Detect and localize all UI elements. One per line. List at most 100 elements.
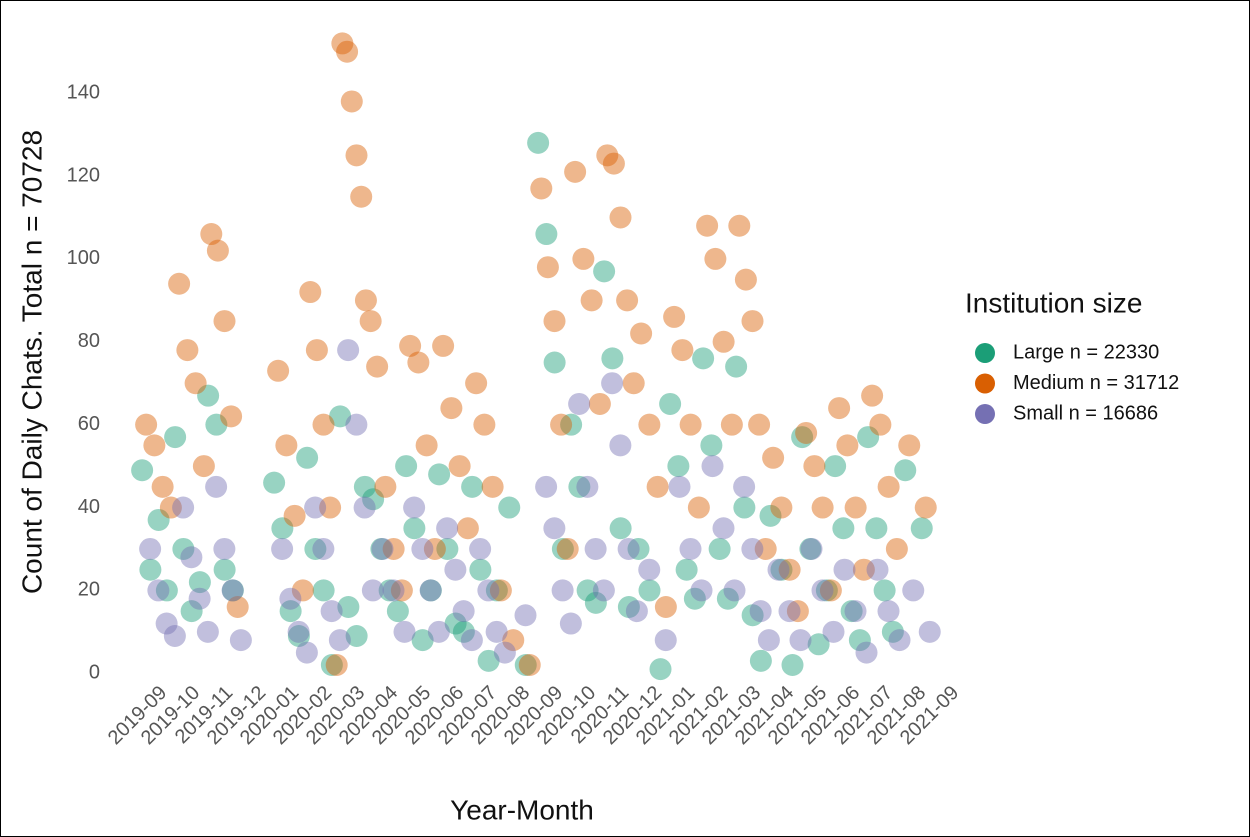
point	[378, 579, 401, 602]
point	[188, 587, 211, 610]
point	[560, 413, 583, 436]
point	[444, 612, 467, 635]
point	[654, 629, 677, 652]
point	[477, 649, 500, 672]
point	[370, 537, 393, 560]
point	[200, 223, 223, 246]
point	[720, 413, 743, 436]
point	[759, 504, 782, 527]
point	[638, 558, 661, 581]
point	[749, 600, 772, 623]
point	[748, 413, 771, 436]
point	[220, 405, 243, 428]
point	[213, 310, 236, 333]
point	[733, 475, 756, 498]
point	[671, 339, 694, 362]
point	[819, 579, 842, 602]
point	[881, 620, 904, 643]
point	[415, 434, 438, 457]
point	[354, 289, 377, 312]
point	[833, 558, 856, 581]
point	[690, 579, 713, 602]
y-tick-label: 60	[78, 413, 100, 435]
point	[723, 579, 746, 602]
point	[734, 268, 757, 291]
point	[638, 413, 661, 436]
point	[489, 579, 512, 602]
point	[910, 517, 933, 540]
point	[712, 517, 735, 540]
point	[176, 339, 199, 362]
point	[568, 392, 591, 415]
point	[159, 496, 182, 519]
point	[205, 413, 228, 436]
point	[543, 517, 566, 540]
point	[712, 330, 735, 353]
legend-title: Institution size	[965, 287, 1142, 318]
point	[498, 496, 521, 519]
point	[465, 372, 488, 395]
point	[345, 624, 368, 647]
point	[716, 587, 739, 610]
point	[399, 334, 422, 357]
point	[762, 446, 785, 469]
point	[667, 455, 690, 478]
point	[866, 558, 889, 581]
point	[692, 347, 715, 370]
point	[172, 537, 195, 560]
point	[452, 620, 475, 643]
point	[622, 372, 645, 395]
point	[535, 223, 558, 246]
point	[172, 496, 195, 519]
point	[197, 384, 220, 407]
point	[403, 496, 426, 519]
point	[514, 653, 537, 676]
point	[320, 600, 343, 623]
point	[754, 537, 777, 560]
point	[312, 537, 335, 560]
y-tick-label: 120	[67, 164, 100, 186]
point	[312, 579, 335, 602]
point	[340, 90, 363, 113]
point	[382, 537, 405, 560]
point	[275, 434, 298, 457]
point	[353, 496, 376, 519]
point	[869, 413, 892, 436]
point	[668, 475, 691, 498]
point	[584, 591, 607, 614]
point	[914, 496, 937, 519]
point	[836, 434, 859, 457]
point	[305, 339, 328, 362]
point	[518, 653, 541, 676]
point	[609, 517, 632, 540]
point	[791, 426, 814, 449]
point	[596, 144, 619, 167]
point	[155, 612, 178, 635]
point	[708, 537, 731, 560]
point	[778, 600, 801, 623]
point	[551, 537, 574, 560]
point	[419, 579, 442, 602]
y-tick-label: 0	[89, 662, 100, 684]
point	[196, 620, 219, 643]
point	[440, 397, 463, 420]
point	[778, 558, 801, 581]
point	[366, 355, 389, 378]
point	[147, 508, 170, 531]
point	[844, 600, 867, 623]
point	[536, 256, 559, 279]
point	[168, 272, 191, 295]
point	[205, 475, 228, 498]
point	[741, 310, 764, 333]
point	[139, 537, 162, 560]
point	[382, 579, 405, 602]
point	[894, 459, 917, 482]
point	[800, 537, 823, 560]
y-tick-label: 140	[67, 81, 100, 103]
y-axis-label: Count of Daily Chats. Total n = 70728	[16, 130, 47, 594]
point	[493, 641, 516, 664]
point	[840, 600, 863, 623]
point	[296, 446, 319, 469]
point	[353, 475, 376, 498]
point	[543, 310, 566, 333]
